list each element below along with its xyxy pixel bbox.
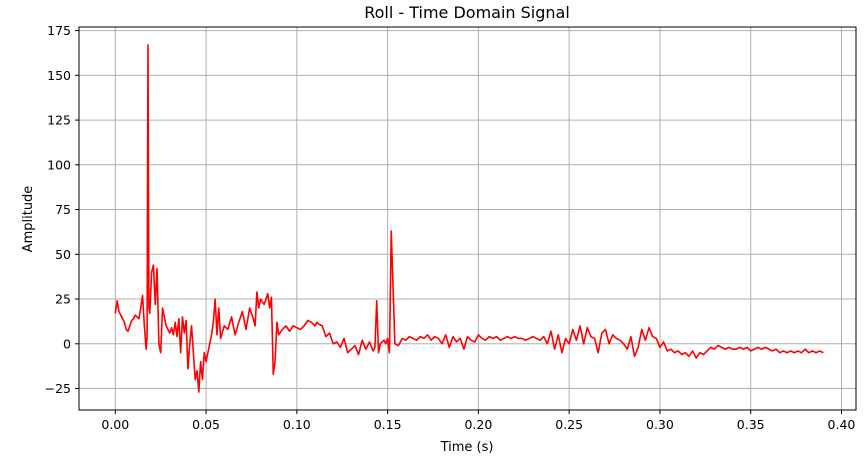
x-axis-label: Time (s) <box>440 440 494 455</box>
series-line-roll <box>114 44 824 393</box>
grid <box>79 27 856 410</box>
x-tick-label: 0.10 <box>283 417 311 432</box>
y-axis: −25 0 25 50 75 100 125 150 175 <box>45 23 79 396</box>
x-axis: 0.00 0.05 0.10 0.15 0.20 0.25 0.30 0.35 0.40 <box>101 410 855 432</box>
y-axis-label: Amplitude <box>21 186 36 253</box>
y-tick-label: 50 <box>55 247 71 262</box>
x-tick-label: 0.20 <box>464 417 492 432</box>
y-tick-label: 75 <box>55 202 71 217</box>
x-tick-label: 0.05 <box>192 417 220 432</box>
y-tick-label: −25 <box>45 381 71 396</box>
y-tick-label: 0 <box>63 336 71 351</box>
x-tick-label: 0.30 <box>646 417 674 432</box>
y-tick-label: 175 <box>47 23 71 38</box>
x-tick-label: 0.25 <box>555 417 583 432</box>
x-tick-label: 0.40 <box>828 417 856 432</box>
y-tick-label: 125 <box>47 113 71 128</box>
chart-title: Roll - Time Domain Signal <box>364 3 570 22</box>
x-tick-label: 0.00 <box>101 417 129 432</box>
x-tick-label: 0.15 <box>374 417 402 432</box>
y-tick-label: 100 <box>47 157 71 172</box>
y-tick-label: 150 <box>47 68 71 83</box>
y-tick-label: 25 <box>55 292 71 307</box>
plot-frame <box>78 26 857 411</box>
x-tick-label: 0.35 <box>737 417 765 432</box>
